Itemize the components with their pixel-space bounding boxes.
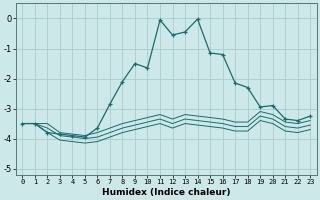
X-axis label: Humidex (Indice chaleur): Humidex (Indice chaleur) bbox=[102, 188, 230, 197]
